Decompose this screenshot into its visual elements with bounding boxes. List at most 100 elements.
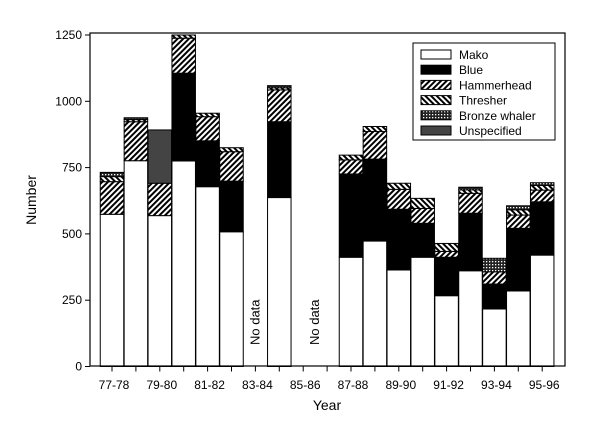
legend-label-hammerhead: Hammerhead [459,78,532,92]
bar-bronze-whaler-93-94 [482,257,507,273]
bar-thresher-91-92 [434,242,459,252]
legend-label-bronze-whaler: Bronze whaler [459,109,536,123]
bar-hammerhead-79-80 [147,182,173,217]
legend-swatch-thresher [420,95,452,106]
bar-mako-88-89 [362,240,388,367]
bar-hammerhead-90-91 [410,207,435,224]
legend-swatch-mako [420,49,452,60]
bar-blue-94-95 [506,227,531,292]
legend-swatch-unspecified [420,125,452,136]
bar-mako-91-92 [434,295,459,367]
bar-hammerhead-94-95 [506,214,531,229]
bar-hammerhead-78-79 [123,121,149,162]
y-tick-label: 750 [62,161,82,175]
bar-mako-84-85 [267,197,292,367]
bar-blue-87-88 [338,173,364,258]
bar-blue-95-96 [529,201,555,256]
bar-blue-81-82 [195,140,220,188]
bar-blue-82-83 [219,180,244,233]
x-tick-label: 89-90 [385,378,416,392]
x-tick-label: 79-80 [146,378,177,392]
bar-thresher-87-88 [338,154,364,161]
legend-label-thresher: Thresher [459,94,507,108]
bar-mako-80-81 [171,160,196,367]
bar-thresher-88-89 [362,125,388,133]
bar-mako-90-91 [410,256,435,368]
no-data-annotation: No data [247,299,262,345]
bar-bronze-whaler-78-79 [123,117,149,121]
bar-thresher-80-81 [171,34,196,39]
legend-label-mako: Mako [459,48,489,62]
bar-thresher-94-95 [506,209,531,216]
x-tick-label: 91-92 [433,378,464,392]
bar-bronze-whaler-92-93 [458,186,483,191]
bar-mako-93-94 [482,308,507,367]
bar-mako-81-82 [195,186,220,367]
bar-thresher-82-83 [219,147,244,153]
x-tick-label: 77-78 [99,378,130,392]
legend-label-blue: Blue [459,63,483,77]
bar-hammerhead-95-96 [529,189,555,203]
bar-bronze-whaler-84-85 [267,85,292,89]
bar-blue-93-94 [482,283,507,310]
bar-thresher-81-82 [195,112,220,118]
y-tick-label: 250 [62,293,82,307]
bar-hammerhead-80-81 [171,37,196,74]
y-tick-label: 1250 [55,28,82,42]
y-axis-label: Number [23,175,39,225]
y-tick-label: 500 [62,227,82,241]
bar-bronze-whaler-95-96 [529,182,555,186]
bar-mako-87-88 [338,256,364,368]
bar-hammerhead-84-85 [267,89,292,123]
bar-blue-90-91 [410,222,435,258]
legend-swatch-hammerhead [420,79,452,90]
bar-hammerhead-87-88 [338,159,364,175]
x-tick-label: 93-94 [481,378,512,392]
bar-mako-94-95 [506,290,531,367]
bar-hammerhead-91-92 [434,250,459,258]
y-tick-label: 1000 [55,94,82,108]
bar-mako-79-80 [147,215,173,367]
legend-label-unspecified: Unspecified [459,124,522,138]
bar-hammerhead-81-82 [195,116,220,142]
bar-blue-92-93 [458,212,483,272]
bar-thresher-92-93 [458,189,483,194]
bar-unspecified-79-80 [147,129,173,184]
bar-hammerhead-93-94 [482,271,507,285]
bar-mako-92-93 [458,270,483,367]
x-tick-label: 95-96 [529,378,560,392]
bar-mako-82-83 [219,231,244,367]
bar-blue-80-81 [171,72,196,162]
bar-bronze-whaler-94-95 [506,205,531,211]
bar-bronze-whaler-77-78 [99,171,125,178]
bar-blue-91-92 [434,256,459,297]
y-tick-label: 0 [75,360,82,374]
x-tick-label: 83-84 [242,378,273,392]
bar-thresher-90-91 [410,197,435,209]
plot-frame [89,32,566,367]
bar-blue-84-85 [267,121,292,199]
bar-mako-77-78 [99,213,125,367]
bar-mako-89-90 [386,269,412,367]
bar-thresher-89-90 [386,182,412,190]
bar-mako-95-96 [529,254,555,367]
bar-hammerhead-89-90 [386,188,412,210]
x-axis-label: Year [313,397,342,413]
bar-blue-89-90 [386,208,412,271]
legend-swatch-blue [420,64,452,75]
legend-swatch-bronze-whaler [420,110,452,121]
bar-blue-88-89 [362,158,388,242]
x-tick-label: 87-88 [338,378,369,392]
bar-thresher-77-78 [99,176,125,183]
bar-hammerhead-88-89 [362,131,388,160]
no-data-annotation: No data [307,299,322,345]
bar-mako-78-79 [123,160,149,367]
bar-hammerhead-92-93 [458,192,483,214]
bar-thresher-95-96 [529,184,555,191]
bar-hammerhead-77-78 [99,181,125,215]
x-tick-label: 85-86 [290,378,321,392]
bar-hammerhead-82-83 [219,151,244,182]
x-tick-label: 81-82 [194,378,225,392]
